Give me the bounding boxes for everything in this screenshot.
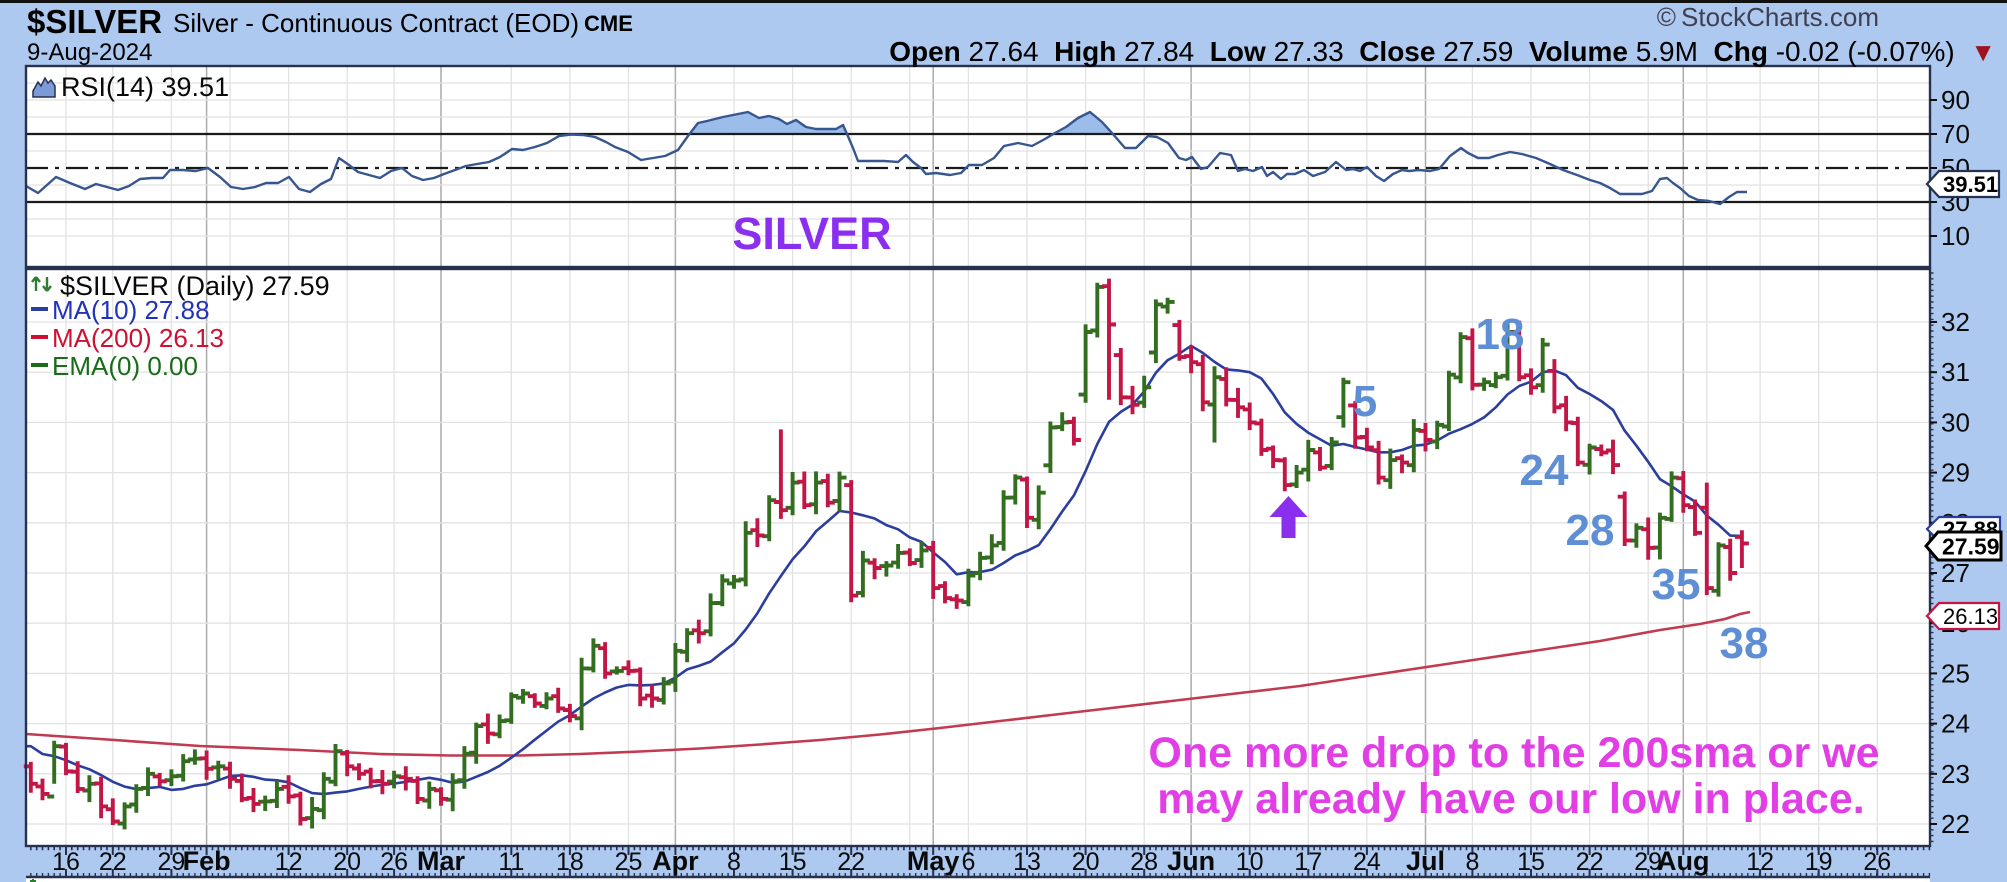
svg-text:23: 23 [1941, 759, 1970, 789]
svg-text:Aug: Aug [1657, 846, 1709, 876]
svg-text:31: 31 [1941, 357, 1970, 387]
svg-text:© StockCharts.com: © StockCharts.com [1657, 2, 1879, 32]
svg-text:35: 35 [1652, 560, 1701, 609]
svg-text:8: 8 [727, 848, 741, 876]
svg-text:28: 28 [1130, 848, 1158, 876]
svg-text:may already have our low in pl: may already have our low in place. [1157, 775, 1864, 823]
svg-text:26: 26 [380, 848, 408, 876]
svg-text:25: 25 [1941, 658, 1970, 688]
svg-text:27: 27 [1941, 558, 1970, 588]
svg-text:Feb: Feb [183, 846, 231, 876]
svg-text:22: 22 [99, 848, 127, 876]
svg-text:26: 26 [1863, 848, 1891, 876]
svg-text:29: 29 [1634, 848, 1662, 876]
svg-text:22: 22 [1941, 809, 1970, 839]
svg-text:24: 24 [1353, 848, 1381, 876]
svg-text:May: May [907, 846, 960, 876]
svg-text:15: 15 [779, 848, 807, 876]
svg-text:26.13: 26.13 [1943, 604, 1998, 629]
svg-text:90: 90 [1941, 85, 1970, 115]
svg-text:RSI(14) 39.51: RSI(14) 39.51 [61, 72, 229, 102]
svg-text:Mar: Mar [417, 846, 466, 876]
svg-text:Apr: Apr [652, 846, 699, 876]
svg-text:27.59: 27.59 [1942, 533, 2000, 559]
svg-text:19: 19 [1805, 848, 1833, 876]
svg-text:9-Aug-2024: 9-Aug-2024 [27, 39, 152, 66]
svg-text:6: 6 [961, 848, 975, 876]
svg-text:10: 10 [1236, 848, 1264, 876]
svg-text:16: 16 [52, 848, 80, 876]
svg-text:Jul: Jul [1406, 846, 1445, 876]
svg-text:22: 22 [837, 848, 865, 876]
svg-text:24: 24 [1941, 709, 1970, 739]
svg-text:8: 8 [1465, 848, 1479, 876]
svg-text:28: 28 [1566, 506, 1615, 555]
svg-text:Open 27.64 High 27.84 Low 27: Open 27.64 High 27.84 Low 27.33 Close 27… [889, 36, 1996, 67]
svg-text:5: 5 [1353, 377, 1377, 426]
svg-text:25: 25 [615, 848, 643, 876]
svg-text:$SILVER (Daily) 27.59: $SILVER (Daily) 27.59 [60, 271, 330, 301]
svg-text:10: 10 [1941, 221, 1970, 251]
svg-text:EMA(0) 0.00: EMA(0) 0.00 [52, 351, 198, 381]
svg-text:20: 20 [1072, 848, 1100, 876]
svg-text:12: 12 [1746, 848, 1774, 876]
svg-text:Jun: Jun [1167, 846, 1215, 876]
svg-text:22: 22 [1576, 848, 1604, 876]
svg-text:29: 29 [1941, 458, 1970, 488]
svg-text:MA(200) 26.13: MA(200) 26.13 [52, 323, 224, 353]
svg-text:$SILVER: $SILVER [27, 3, 162, 40]
svg-text:15: 15 [1517, 848, 1545, 876]
svg-text:38: 38 [1720, 619, 1769, 668]
svg-text:32: 32 [1941, 307, 1970, 337]
svg-text:70: 70 [1941, 119, 1970, 149]
svg-text:Silver - Continuous Contract (: Silver - Continuous Contract (EOD) [173, 8, 579, 38]
svg-text:SILVER: SILVER [732, 208, 891, 259]
svg-text:One more drop to the 200sma or: One more drop to the 200sma or we [1148, 729, 1879, 777]
svg-text:18: 18 [556, 848, 584, 876]
svg-text:12: 12 [275, 848, 303, 876]
svg-text:18: 18 [1476, 310, 1525, 359]
svg-text:20: 20 [333, 848, 361, 876]
svg-text:13: 13 [1013, 848, 1041, 876]
svg-text:CME: CME [584, 11, 633, 36]
svg-text:MA(10) 27.88: MA(10) 27.88 [52, 295, 210, 325]
svg-text:17: 17 [1294, 848, 1322, 876]
svg-text:30: 30 [1941, 407, 1970, 437]
svg-text:39.51: 39.51 [1943, 172, 1998, 197]
svg-text:11: 11 [498, 848, 524, 876]
svg-text:29: 29 [157, 848, 185, 876]
svg-text:24: 24 [1520, 446, 1569, 495]
